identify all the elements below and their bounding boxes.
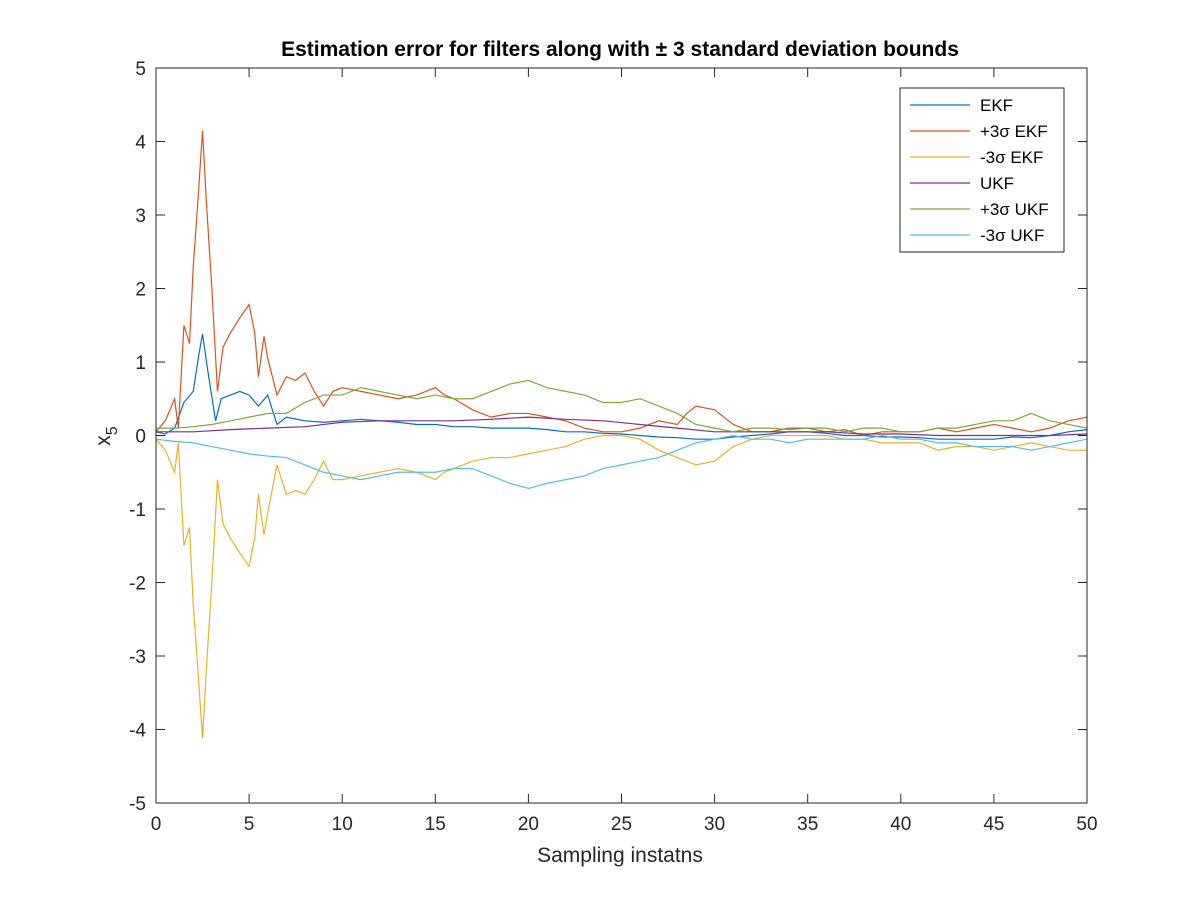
x-tick-label: 10 bbox=[332, 814, 353, 835]
legend-label: -3σ UKF bbox=[980, 226, 1044, 245]
y-tick-label: 2 bbox=[135, 280, 146, 301]
x-tick-label: 15 bbox=[425, 814, 446, 835]
x-tick-label: 40 bbox=[890, 814, 911, 835]
y-tick-label: -1 bbox=[129, 500, 146, 521]
series-line-minus-3sigma-ekf bbox=[156, 434, 1087, 739]
legend-label: EKF bbox=[980, 96, 1013, 115]
legend-label: +3σ EKF bbox=[980, 122, 1048, 141]
series-line-ukf bbox=[156, 416, 1087, 437]
series-line-ekf bbox=[156, 333, 1087, 440]
x-tick-label: 30 bbox=[704, 814, 725, 835]
x-tick-label: 5 bbox=[244, 814, 255, 835]
y-axis-label: x bbox=[92, 435, 115, 446]
x-tick-label: 50 bbox=[1076, 814, 1097, 835]
series-line-plusminus-3sigma-ukf bbox=[156, 379, 1087, 433]
x-axis-label: Sampling instatns bbox=[537, 844, 703, 867]
y-tick-label: 3 bbox=[135, 206, 146, 227]
legend-label: -3σ EKF bbox=[980, 148, 1043, 167]
y-tick-label: 5 bbox=[135, 59, 146, 80]
series-layer bbox=[156, 130, 1087, 739]
x-tick-label: 45 bbox=[983, 814, 1004, 835]
y-axis-label-subscript: 5 bbox=[104, 426, 121, 435]
x-tick-label: 20 bbox=[518, 814, 539, 835]
y-tick-label: 1 bbox=[135, 353, 146, 374]
y-tick-label: -2 bbox=[129, 574, 146, 595]
y-tick-label: 0 bbox=[135, 427, 146, 448]
y-axis-label-group: x5 bbox=[92, 426, 121, 446]
legend-box bbox=[899, 87, 1065, 253]
x-tick-label: 0 bbox=[151, 814, 162, 835]
y-tick-label: -3 bbox=[129, 647, 146, 668]
svg-text:x5: x5 bbox=[92, 426, 121, 446]
y-tick-label: -5 bbox=[129, 794, 146, 815]
series-line-minus-3sigma-ukf bbox=[156, 434, 1087, 490]
legend-label: UKF bbox=[980, 174, 1014, 193]
legend-label: +3σ UKF bbox=[980, 200, 1049, 219]
y-tick-label: 4 bbox=[135, 133, 146, 154]
x-tick-label: 25 bbox=[611, 814, 632, 835]
chart-title: Estimation error for filters along with … bbox=[281, 38, 959, 61]
legend: EKF +3σ EKF -3σ EKF UKF +3σ UKF -3σ UKF bbox=[899, 87, 1065, 253]
x-tick-label: 35 bbox=[797, 814, 818, 835]
y-tick-label: -4 bbox=[129, 721, 146, 742]
